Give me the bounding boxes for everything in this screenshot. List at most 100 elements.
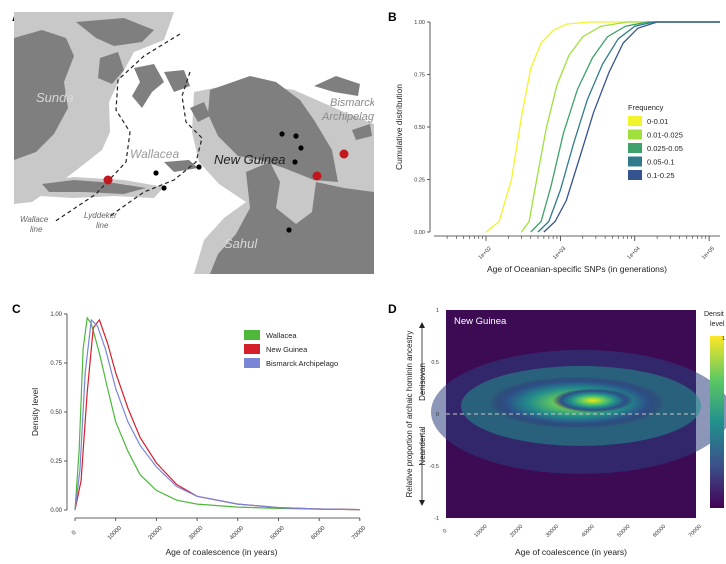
y-axis-label: Cumulative distribution [394, 84, 404, 170]
legend-label: Wallacea [266, 331, 297, 340]
map-label-sunda: Sunda [36, 90, 74, 105]
y-tick-label: 0.50 [50, 410, 62, 416]
x-tick-label: 1e+02 [478, 246, 493, 261]
panel-label-c: C [12, 302, 21, 316]
map-label-new-guinea: New Guinea [214, 152, 286, 167]
y-tick-label: 0.25 [414, 178, 425, 184]
y-tick-label: 0.75 [414, 73, 425, 79]
site-marker [161, 185, 167, 191]
x-axis-label: Age of Oceanian-specific SNPs (in genera… [487, 264, 667, 274]
legend-swatch [628, 143, 642, 153]
neandertal-label: Neandertal [418, 426, 427, 465]
map-label-wallacea: Wallacea [130, 147, 179, 161]
legend-swatch [628, 156, 642, 167]
panel-b: B 0.00 0.25 0.50 0.75 1.00 1e+02 1e+03 1e+04 1e+… [384, 0, 726, 282]
x-tick-label: 20000 [509, 524, 524, 539]
legend-label: 0.05-0.1 [647, 158, 675, 167]
colorbar-label: level [710, 321, 725, 328]
panel-a: A [0, 0, 380, 282]
legend-swatch [244, 330, 260, 340]
x-tick-label: 50000 [616, 524, 631, 539]
x-tick-label: 0 [442, 528, 448, 534]
site-marker [153, 170, 159, 176]
x-tick-label: 60000 [310, 525, 327, 542]
y-tick-label: 0.25 [50, 459, 62, 465]
legend-title: Frequency [628, 103, 664, 112]
density-chart: 0.00 0.25 0.50 0.75 1.00 0 10000 20000 30000 4000… [30, 312, 368, 557]
map-label-wallace-1: Wallace [20, 215, 49, 224]
x-tick-label: 1e+04 [626, 246, 641, 261]
colorbar-label: Densit [704, 311, 724, 318]
x-tick-label: 10000 [107, 525, 124, 542]
site-marker [286, 227, 292, 233]
legend-label: 0-0.01 [647, 117, 668, 126]
legend-swatch [628, 129, 642, 140]
legend-label: 0.025-0.05 [647, 144, 683, 153]
site-marker [279, 131, 285, 137]
x-tick-label: 40000 [581, 524, 596, 539]
series-line [520, 21, 720, 233]
y-tick-label: -0.5 [430, 464, 439, 470]
series-line [530, 21, 720, 233]
denisovan-label: Denisovan [418, 363, 427, 401]
legend-swatch [628, 170, 642, 180]
highlighted-site-marker [312, 171, 322, 181]
map-label-wallace-2: line [30, 225, 43, 234]
site-marker [196, 164, 202, 170]
highlighted-site-marker [339, 149, 349, 159]
x-tick-label: 40000 [229, 525, 246, 542]
x-tick-label: 1e+03 [552, 246, 567, 261]
y-tick-label: 1.00 [414, 20, 425, 26]
map-label-sahul: Sahul [224, 236, 258, 251]
series-line [485, 21, 720, 233]
x-axis-label: Age of coalescence (in years) [515, 547, 627, 557]
map-label-lyddeker-1: Lyddeker [84, 211, 117, 220]
denisovan-arrow-head [419, 322, 425, 328]
land [14, 18, 374, 274]
x-tick-label: 70000 [351, 525, 368, 542]
y-tick-label: 0 [436, 412, 439, 418]
legend-label: New Guinea [266, 345, 308, 354]
highlighted-site-marker [103, 175, 113, 185]
legend-swatch [244, 344, 260, 354]
panel-label-d: D [388, 302, 397, 316]
cumulative-chart: 0.00 0.25 0.50 0.75 1.00 1e+02 1e+03 1e+04 1e+05… [394, 20, 720, 274]
colorbar-tick-label: 1 [722, 336, 725, 342]
y-tick-label: 0.50 [414, 125, 425, 131]
y-axis-label: Relative proportion of archaic hominin a… [405, 331, 414, 498]
map: Sunda Wallacea New Guinea Bismarck Archi… [14, 12, 374, 274]
site-marker [298, 145, 304, 151]
map-label-lyddeker-2: line [96, 221, 109, 230]
panel-c: C 0.00 0.25 0.50 0.75 1.00 0 10000 20000 30000 40… [0, 282, 380, 564]
x-tick-label: 30000 [545, 524, 560, 539]
y-tick-label: 0.5 [431, 360, 439, 366]
site-marker [292, 159, 298, 165]
x-tick-label: 1e+05 [701, 246, 716, 261]
site-marker [293, 133, 299, 139]
lyddeker-line [109, 71, 203, 217]
neandertal-arrow-head [419, 500, 425, 506]
map-label-bismarck: Bismarck [330, 97, 374, 109]
y-tick-label: 1 [436, 308, 439, 314]
x-tick-label: 50000 [270, 525, 287, 542]
x-tick-label: 20000 [148, 525, 165, 542]
x-axis-label: Age of coalescence (in years) [166, 547, 278, 557]
y-tick-label: 0.75 [50, 361, 62, 367]
heatmap-title: New Guinea [454, 316, 507, 327]
y-tick-label: -1 [434, 516, 439, 522]
series-line [537, 21, 720, 233]
y-tick-label: 0.00 [414, 230, 425, 236]
heatmap-peak [552, 388, 633, 413]
legend-label: 0.01-0.025 [647, 131, 683, 140]
legend-label: Bismarck Archipelago [266, 359, 338, 368]
y-axis-label: Density level [30, 388, 40, 436]
panel-d: D New Guinea 1 0.5 0 -0.5 -1 0 10000 20000 30000 4… [384, 282, 726, 564]
series-line [74, 318, 360, 511]
series-line [543, 21, 720, 233]
y-tick-label: 1.00 [50, 312, 62, 318]
legend-label: 0.1-0.25 [647, 171, 675, 180]
wallace-line [53, 33, 181, 223]
x-tick-label: 0 [71, 530, 78, 537]
panel-label-b: B [388, 10, 397, 24]
x-tick-label: 30000 [188, 525, 205, 542]
